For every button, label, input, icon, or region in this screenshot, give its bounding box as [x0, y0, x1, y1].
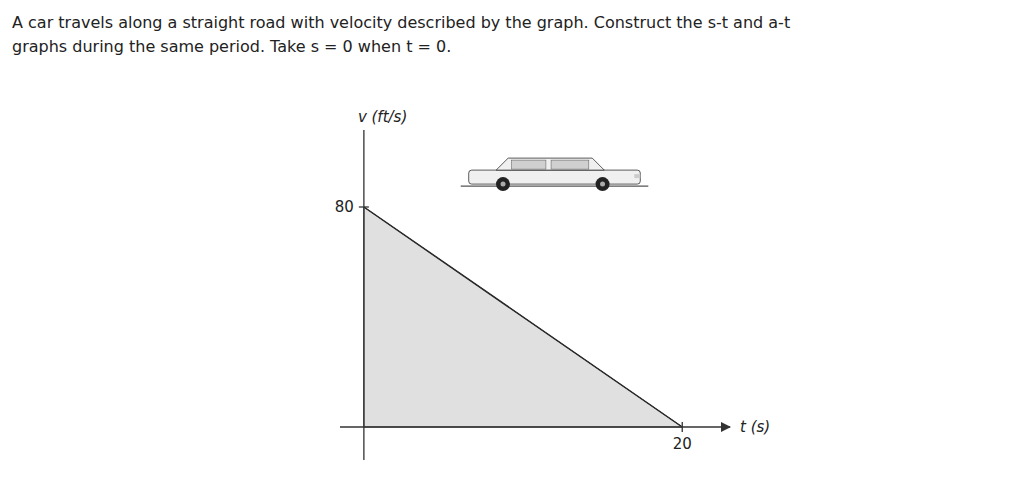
- x-tick: [682, 422, 683, 432]
- car-illustration: [461, 158, 649, 191]
- y-axis: [363, 130, 364, 460]
- x-tick-label: 20: [673, 435, 692, 453]
- car-wheel: [496, 177, 510, 191]
- car-wheel: [596, 177, 610, 191]
- y-tick: [359, 206, 369, 207]
- x-axis-label: t (s): [740, 418, 770, 436]
- car-body: [469, 170, 641, 184]
- car-cabin: [496, 158, 604, 170]
- car-hub: [501, 182, 506, 187]
- y-axis-label: v (ft/s): [358, 108, 407, 126]
- plot-data: [364, 207, 682, 427]
- line: [364, 207, 682, 427]
- area: [364, 207, 682, 427]
- car-hub: [600, 182, 605, 187]
- car-window: [512, 160, 546, 169]
- chart-svg: A car travels along a straight road with…: [0, 0, 1011, 499]
- road: [461, 185, 649, 186]
- x-axis: [340, 426, 730, 427]
- car-window: [551, 160, 589, 169]
- car-headlight: [634, 174, 640, 178]
- y-tick-label: 80: [335, 198, 354, 216]
- title: A car travels along a straight road with…: [12, 13, 790, 32]
- background: [0, 0, 1011, 499]
- subtitle: graphs during the same period. Take s = …: [12, 37, 451, 56]
